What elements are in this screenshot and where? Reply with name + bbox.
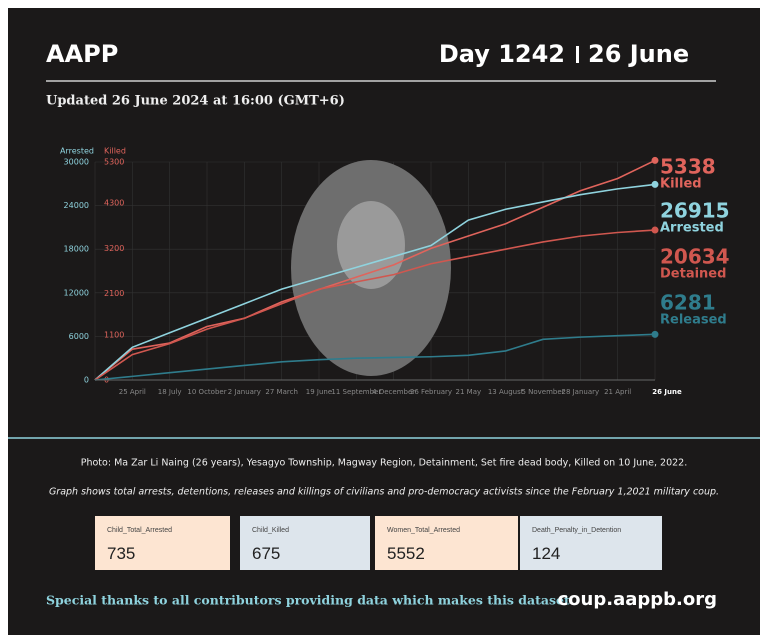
end-name: Released: [660, 313, 727, 328]
stat-label: Child_Killed: [252, 527, 289, 534]
x-tick-label: 27 March: [265, 388, 297, 396]
x-tick-label: 2 January: [228, 388, 261, 396]
y2-tick-label: 5300: [104, 158, 124, 167]
series-line: [94, 333, 656, 381]
end-dot: [651, 156, 659, 164]
y-axis-title: Arrested: [60, 147, 94, 156]
y2-tick-label: 1100: [104, 330, 124, 339]
note: Graph shows total arrests, detentions, r…: [49, 487, 719, 498]
x-tick-label: 18 July: [158, 388, 182, 396]
stat-card: Death_Penalty_in_Detention 124: [520, 516, 662, 570]
separator: [576, 46, 579, 63]
y-tick-label: 0: [84, 376, 89, 385]
title: AAPP: [46, 40, 118, 68]
stat-value: 124: [532, 544, 561, 563]
caption: Photo: Ma Zar Li Naing (26 years), Yesag…: [81, 458, 688, 469]
stat-card: Child_Total_Arrested 735: [95, 516, 230, 570]
end-dot: [651, 226, 659, 234]
x-tick-label: 28 January: [561, 388, 599, 396]
stat-value: 5552: [387, 544, 425, 563]
stat-label: Death_Penalty_in_Detention: [532, 527, 622, 534]
x-tick-label: 26 June: [652, 388, 682, 396]
day: Day 1242: [439, 40, 565, 68]
stat-value: 735: [107, 544, 136, 563]
stat-label: Women_Total_Arrested: [387, 527, 461, 534]
y-tick-label: 18000: [64, 245, 89, 254]
x-tick-label: 11 September: [331, 388, 381, 396]
stat-card: Women_Total_Arrested 5552: [375, 516, 518, 570]
thanks: Special thanks to all contributors provi…: [46, 593, 574, 608]
series-line: [94, 229, 656, 381]
x-tick-label: 25 April: [119, 388, 146, 396]
date: 26 June: [588, 40, 689, 68]
x-tick-label: 21 April: [604, 388, 631, 396]
end-dot: [651, 330, 659, 338]
x-tick-label: 10 October: [187, 388, 226, 396]
y-tick-label: 30000: [64, 158, 89, 167]
y-tick-label: 12000: [64, 288, 89, 297]
y-tick-label: 6000: [69, 332, 89, 341]
end-value: 26915: [660, 199, 730, 223]
x-tick-label: 4 December: [372, 388, 415, 396]
end-name: Killed: [660, 177, 702, 192]
x-tick-label: 19 June: [306, 388, 332, 396]
end-value: 6281: [660, 291, 716, 315]
x-tick-label: 21 May: [456, 388, 482, 396]
x-tick-label: 13 August: [488, 388, 524, 396]
x-tick-label: 26 February: [410, 388, 452, 396]
x-tick-label: 5 November: [521, 388, 564, 396]
end-name: Detained: [660, 267, 726, 282]
y2-tick-label: 3200: [104, 244, 124, 253]
stat-label: Child_Total_Arrested: [107, 527, 172, 534]
url: coup.aappb.org: [558, 589, 718, 610]
updated: Updated 26 June 2024 at 16:00 (GMT+6): [46, 94, 345, 109]
y2-axis-title: Killed: [104, 147, 126, 156]
end-name: Arrested: [660, 221, 724, 236]
y-tick-label: 24000: [64, 201, 89, 210]
stat-card: Child_Killed 675: [240, 516, 370, 570]
stat-value: 675: [252, 544, 281, 563]
end-value: 20634: [660, 245, 730, 269]
y2-tick-label: 4300: [104, 199, 124, 208]
y2-tick-label: 2100: [104, 289, 124, 298]
end-value: 5338: [660, 155, 716, 179]
end-dot: [651, 180, 659, 188]
series-line: [94, 183, 656, 381]
photo-face: [337, 201, 405, 289]
